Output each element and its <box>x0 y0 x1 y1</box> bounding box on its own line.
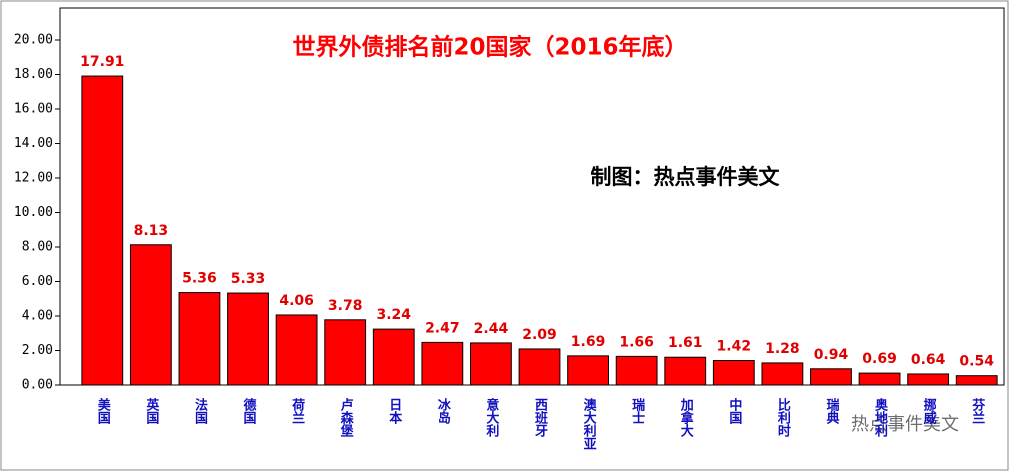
y-tick-label: 12.00 <box>14 171 53 186</box>
x-tick-label: 荷兰 <box>289 397 306 424</box>
value-label: 1.66 <box>619 334 654 350</box>
x-tick-label: 挪威 <box>921 397 937 425</box>
subtitle: 制图：热点事件美文 <box>591 165 781 189</box>
x-tick-label: 比利时 <box>775 397 791 438</box>
value-label: 1.61 <box>668 335 703 351</box>
watermark: 热点事件美文 <box>851 414 959 435</box>
y-tick-label: 16.00 <box>14 102 53 117</box>
y-tick-label: 8.00 <box>22 240 53 255</box>
bar <box>324 319 367 386</box>
value-label: 1.42 <box>717 339 752 355</box>
bar <box>372 328 415 386</box>
x-tick-label: 加拿大 <box>678 398 695 438</box>
y-tick-label: 6.00 <box>22 274 53 289</box>
y-tick-label: 18.00 <box>14 67 53 82</box>
value-label: 2.44 <box>474 321 509 337</box>
value-label: 8.13 <box>134 223 169 239</box>
value-label: 5.36 <box>182 271 217 287</box>
bar <box>955 375 998 386</box>
bar <box>129 244 172 386</box>
y-tick-label: 4.00 <box>22 309 53 324</box>
x-tick-label: 瑞典 <box>823 397 839 425</box>
y-tick-label: 0.00 <box>22 378 53 393</box>
x-tick-label: 意大利 <box>483 397 499 438</box>
x-tick-label: 澳大利亚 <box>581 397 597 450</box>
value-label: 2.47 <box>425 320 460 336</box>
bar <box>275 314 318 386</box>
x-tick-label: 美国 <box>95 397 111 425</box>
bar <box>712 360 755 386</box>
value-label: 5.33 <box>231 271 266 287</box>
bar <box>664 356 707 386</box>
bar <box>907 373 950 386</box>
bar <box>178 292 221 386</box>
value-label: 0.64 <box>911 352 946 368</box>
x-tick-label: 瑞士 <box>629 397 645 424</box>
bar <box>567 355 609 386</box>
value-label: 1.28 <box>765 341 800 357</box>
chart-title: 世界外债排名前20国家（2016年底） <box>292 34 687 61</box>
bar <box>470 342 512 386</box>
value-label: 2.09 <box>522 327 557 343</box>
x-tick-label: 法国 <box>192 397 208 425</box>
x-tick-label: 西班牙 <box>532 398 548 438</box>
value-label: 1.69 <box>571 334 606 350</box>
value-label: 0.69 <box>862 351 897 367</box>
y-tick-label: 2.00 <box>22 343 53 358</box>
bar <box>761 362 804 386</box>
bar <box>81 75 124 386</box>
x-tick-label: 芬兰 <box>969 397 986 424</box>
x-tick-label: 奥地利 <box>872 397 888 438</box>
x-tick-label: 英国 <box>143 397 160 425</box>
x-tick-label: 冰岛 <box>435 397 451 425</box>
bar <box>858 372 901 386</box>
x-tick-label: 中国 <box>726 397 742 425</box>
x-tick-label: 卢森堡 <box>338 397 354 438</box>
bar <box>810 368 852 386</box>
value-label: 0.54 <box>959 354 994 370</box>
y-tick-label: 20.00 <box>14 33 53 48</box>
value-label: 3.24 <box>376 307 411 323</box>
value-label: 4.06 <box>279 293 314 309</box>
x-tick-label: 德国 <box>241 397 256 425</box>
bar <box>615 355 658 386</box>
x-tick-label: 日本 <box>386 398 402 425</box>
y-tick-label: 10.00 <box>14 205 53 220</box>
value-label: 3.78 <box>328 298 363 314</box>
bar <box>421 341 464 386</box>
value-label: 0.94 <box>814 347 849 363</box>
y-tick-label: 14.00 <box>14 136 53 151</box>
bar <box>518 348 561 386</box>
value-label: 17.91 <box>80 54 124 70</box>
bar <box>227 292 269 386</box>
